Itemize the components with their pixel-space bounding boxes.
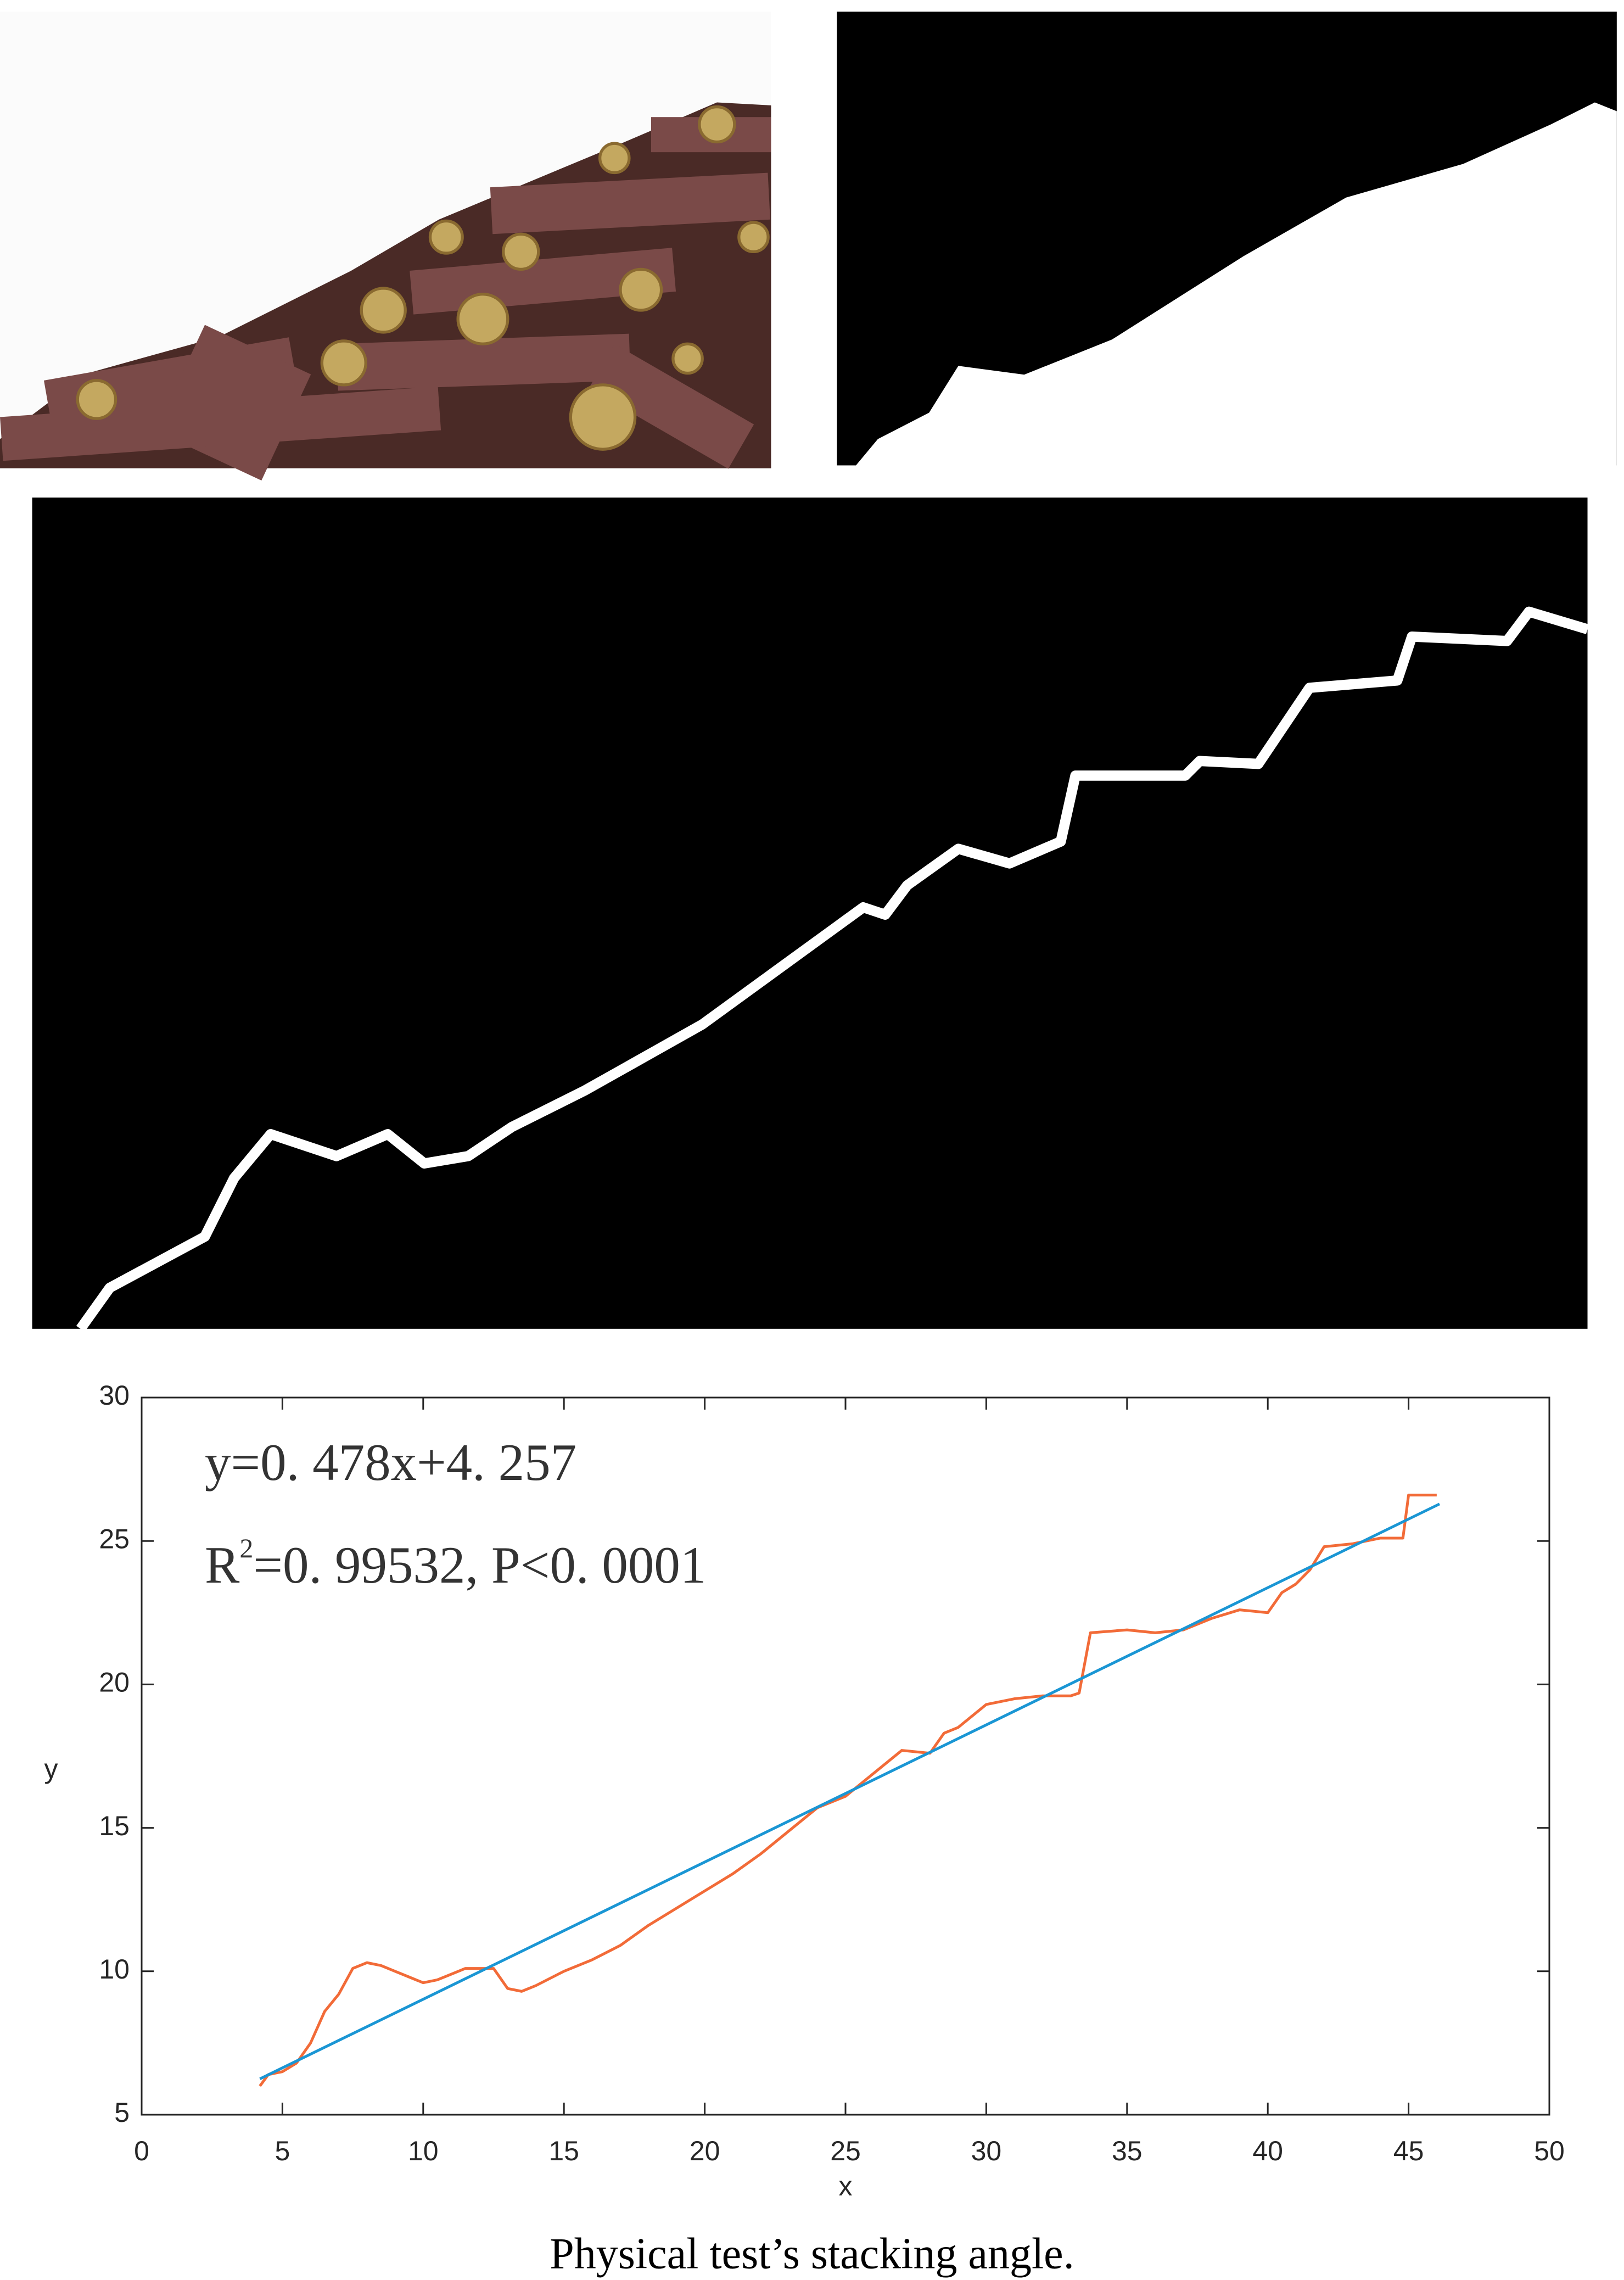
y-tick-label: 25 [99, 1523, 130, 1554]
y-tick-label: 5 [114, 2097, 130, 2128]
r-squared: R2=0. 99532, P<0. 0001 [205, 1533, 706, 1594]
caption: Physical test’s stacking angle. [550, 2229, 1074, 2278]
x-tick-label: 0 [134, 2136, 149, 2166]
fit-equation: y=0. 478x+4. 257 [205, 1433, 576, 1491]
x-axis-label: x [839, 2171, 853, 2201]
y-tick-label: 20 [99, 1667, 130, 1698]
x-tick-label: 50 [1534, 2136, 1565, 2166]
x-tick-label: 45 [1393, 2136, 1424, 2166]
x-tick-label: 5 [275, 2136, 290, 2166]
series-line [259, 1502, 1441, 2080]
x-tick-label: 10 [408, 2136, 439, 2166]
x-tick-label: 15 [548, 2136, 579, 2166]
edge-image [32, 498, 1589, 1332]
x-tick-label: 25 [830, 2136, 861, 2166]
x-tick-label: 35 [1112, 2136, 1143, 2166]
r2-text: =0. 99532, P<0. 0001 [253, 1536, 706, 1594]
x-tick-label: 40 [1252, 2136, 1283, 2166]
x-tick-label: 20 [690, 2136, 720, 2166]
y-axis-label: y [44, 1753, 58, 1784]
plot-frame [141, 1396, 1550, 2116]
r2-base: R [205, 1536, 240, 1594]
chart: y=0. 478x+4. 257 R2=0. 99532, P<0. 0001 … [44, 1380, 1565, 2201]
y-tick-label: 15 [99, 1810, 130, 1841]
x-tick-label: 30 [971, 2136, 1002, 2166]
mask-image [837, 12, 1617, 466]
y-tick-label: 10 [99, 1954, 130, 1985]
y-tick-label: 30 [99, 1380, 130, 1411]
series-line [259, 1494, 1437, 2087]
r2-sup: 2 [239, 1533, 253, 1563]
photo [0, 12, 771, 480]
